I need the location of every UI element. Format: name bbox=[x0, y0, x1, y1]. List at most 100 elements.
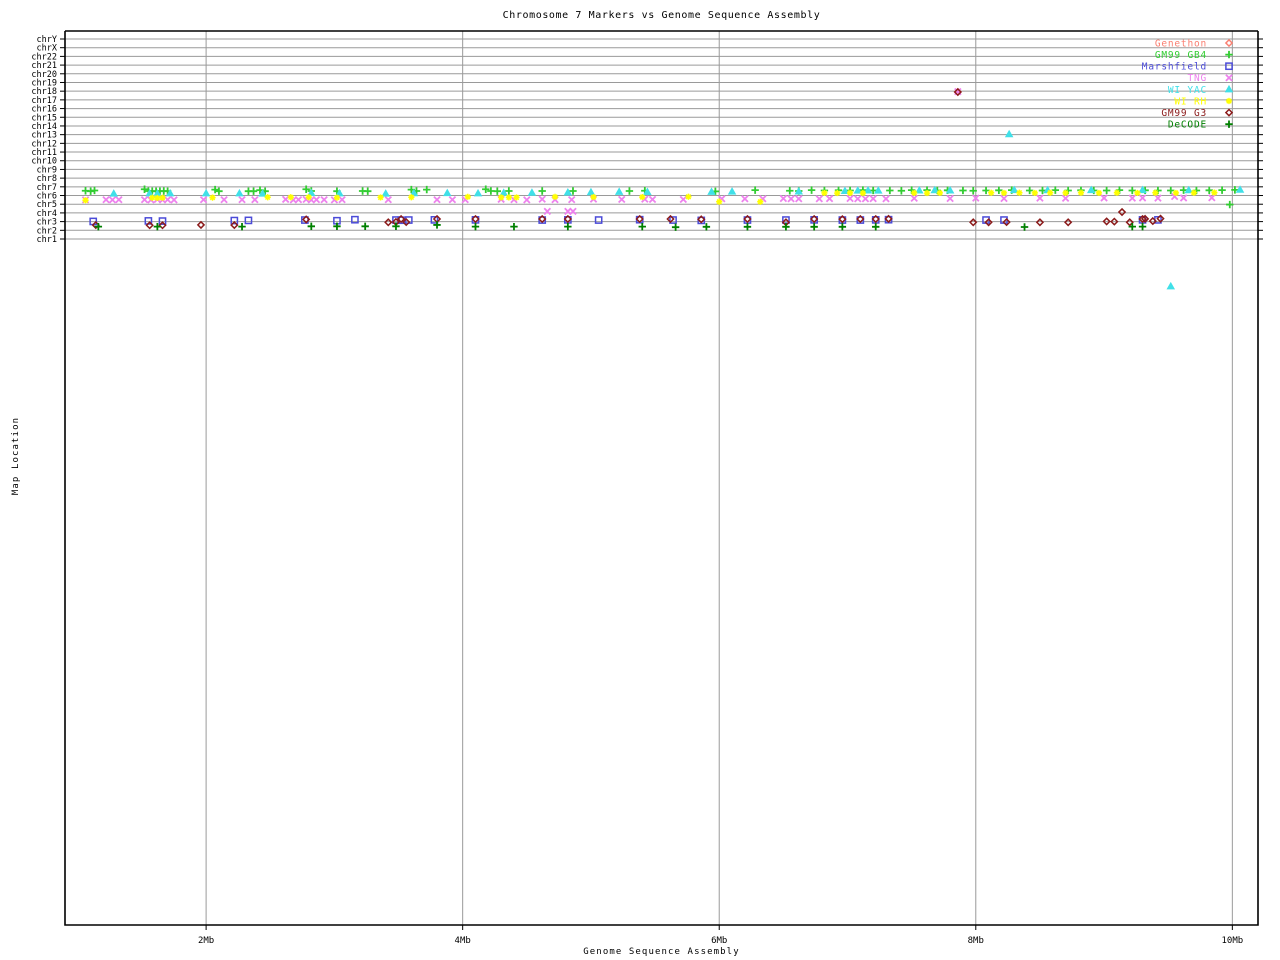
data-point bbox=[697, 215, 706, 224]
data-point bbox=[984, 218, 993, 227]
data-point bbox=[1190, 189, 1197, 196]
legend-label-tng[interactable]: TNG bbox=[1187, 73, 1207, 84]
data-point bbox=[1235, 185, 1245, 193]
data-point bbox=[1020, 223, 1029, 231]
data-point bbox=[1172, 189, 1179, 197]
data-point bbox=[471, 214, 480, 224]
data-point bbox=[625, 187, 634, 195]
data-point bbox=[543, 207, 552, 216]
data-point bbox=[930, 185, 939, 194]
data-point bbox=[838, 215, 847, 224]
data-point bbox=[648, 195, 657, 204]
x-axis-tick-label: 8Mb bbox=[968, 936, 984, 946]
legend-label-wi-rh[interactable]: WI RH bbox=[1174, 96, 1207, 107]
data-point bbox=[1128, 222, 1136, 231]
legend-marker-square-icon bbox=[1225, 62, 1233, 71]
y-axis-label: chr12 bbox=[31, 139, 57, 149]
data-point bbox=[1031, 189, 1038, 197]
data-point bbox=[230, 220, 239, 230]
data-point bbox=[988, 189, 995, 196]
data-point bbox=[158, 217, 167, 225]
data-point bbox=[915, 185, 924, 194]
data-point bbox=[230, 216, 239, 225]
data-point bbox=[1077, 189, 1085, 196]
data-point bbox=[567, 195, 576, 204]
data-point bbox=[505, 187, 513, 195]
data-point bbox=[384, 218, 393, 227]
data-point bbox=[886, 186, 894, 195]
legend-label-wi-yac[interactable]: WI YAC bbox=[1168, 85, 1207, 96]
data-point bbox=[307, 222, 315, 231]
data-point bbox=[430, 216, 439, 224]
data-point bbox=[1051, 186, 1060, 194]
data-point bbox=[1047, 189, 1054, 196]
data-point bbox=[1167, 186, 1175, 195]
legend-marker-diamond-icon bbox=[1224, 38, 1234, 48]
data-point bbox=[408, 194, 415, 201]
data-point bbox=[846, 194, 854, 203]
data-point bbox=[1117, 207, 1127, 217]
data-point bbox=[1038, 186, 1047, 195]
y-axis-label: chrY bbox=[37, 35, 57, 45]
y-axis-label: chr5 bbox=[37, 200, 57, 210]
data-point bbox=[302, 185, 310, 193]
data-point bbox=[498, 194, 505, 201]
data-point bbox=[1148, 216, 1157, 226]
data-point bbox=[493, 187, 502, 195]
data-point bbox=[1231, 186, 1239, 194]
data-point bbox=[333, 194, 341, 201]
data-point bbox=[505, 194, 512, 201]
x-axis-title: Genome Sequence Assembly bbox=[583, 947, 739, 957]
data-point bbox=[102, 195, 110, 204]
data-point bbox=[499, 188, 508, 196]
legend-marker-diamond-icon bbox=[1224, 108, 1234, 117]
data-point bbox=[590, 193, 597, 201]
data-point bbox=[669, 216, 677, 224]
data-point bbox=[1063, 218, 1073, 227]
y-axis-label: chr15 bbox=[31, 113, 57, 123]
data-point bbox=[1110, 217, 1119, 226]
legend-label-decode[interactable]: DeCODE bbox=[1168, 120, 1207, 131]
data-point bbox=[1010, 185, 1019, 194]
data-point bbox=[840, 186, 850, 194]
data-point bbox=[264, 194, 271, 201]
data-point bbox=[409, 188, 419, 197]
legend-label-genethon[interactable]: Genethon bbox=[1155, 38, 1207, 49]
data-point bbox=[196, 220, 206, 230]
data-point bbox=[1205, 186, 1213, 195]
data-point bbox=[333, 222, 341, 231]
data-point bbox=[1004, 129, 1014, 138]
data-point bbox=[551, 193, 559, 200]
data-point bbox=[238, 195, 246, 204]
legend-label-gm99-gb4[interactable]: GM99 GB4 bbox=[1155, 50, 1207, 61]
y-axis-label: chr10 bbox=[31, 157, 57, 167]
data-point bbox=[140, 185, 149, 193]
legend-label-marshfield[interactable]: Marshfield bbox=[1142, 62, 1207, 73]
data-point bbox=[1179, 186, 1188, 194]
data-point bbox=[1016, 189, 1023, 196]
data-point bbox=[982, 186, 990, 195]
data-point bbox=[305, 194, 312, 201]
data-point bbox=[90, 186, 99, 195]
data-point bbox=[810, 223, 818, 231]
data-point bbox=[423, 185, 431, 194]
legend-label-gm99-g3[interactable]: GM99 G3 bbox=[1161, 108, 1207, 119]
data-point bbox=[884, 214, 893, 223]
series-tng bbox=[81, 87, 1216, 216]
data-point bbox=[287, 194, 294, 201]
data-point bbox=[959, 186, 967, 195]
data-point bbox=[140, 195, 149, 204]
y-axis-label: chr11 bbox=[31, 148, 57, 158]
data-point bbox=[617, 195, 626, 204]
data-point bbox=[320, 195, 328, 204]
y-axis-label: chr1 bbox=[37, 235, 57, 245]
data-point bbox=[856, 214, 865, 224]
data-point bbox=[473, 188, 483, 197]
data-point bbox=[1036, 194, 1044, 202]
data-point bbox=[396, 214, 406, 224]
data-point bbox=[569, 187, 577, 195]
data-point bbox=[1035, 218, 1045, 227]
y-axis-label: chr3 bbox=[37, 218, 57, 228]
data-point bbox=[1134, 189, 1141, 197]
